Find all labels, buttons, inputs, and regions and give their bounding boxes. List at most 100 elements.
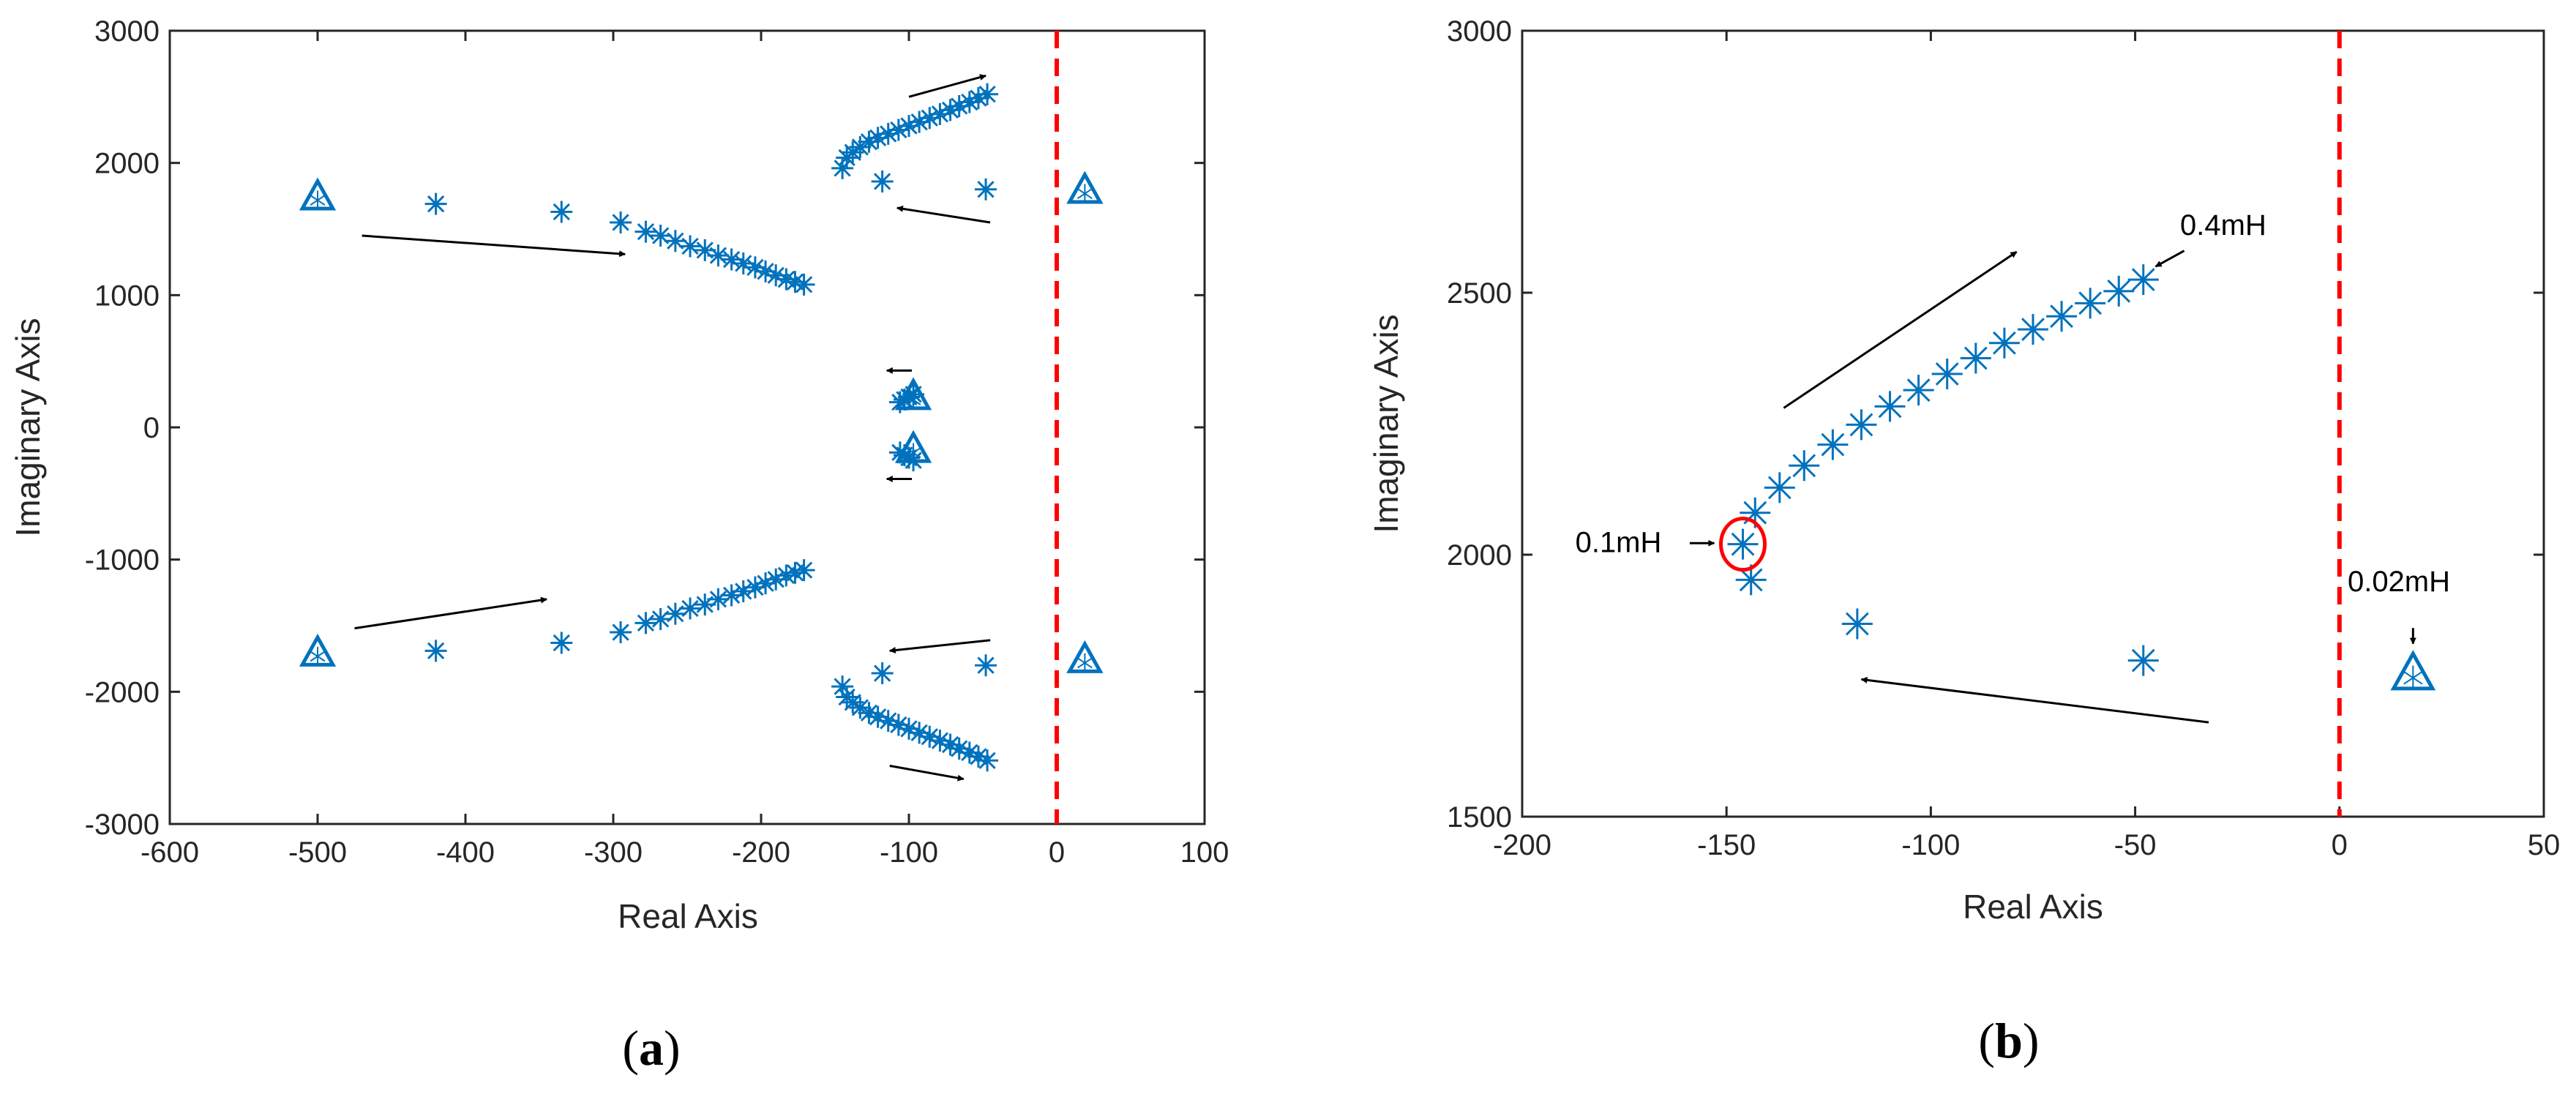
pole-marker [755,260,777,282]
y-tick-label: 2500 [1447,277,1512,310]
pole-marker [948,94,970,117]
pole-marker [732,252,755,274]
pole-marker [898,446,920,469]
pole-marker [849,135,872,158]
pole-marker [775,564,798,587]
pole-marker [887,119,910,141]
panel-b-x-axis-title: Real Axis [1963,888,2103,926]
pole-marker [975,178,997,201]
panel-a-y-axis-title: Imaginary Axis [9,318,47,536]
pole-marker [649,607,672,630]
x-tick-label: 50 [2528,829,2561,861]
zero-marker-triangle [894,430,932,463]
pole-marker [2127,645,2159,676]
pole-marker [664,230,686,252]
pole-marker [424,640,447,662]
pole-marker [424,192,447,215]
pole-marker [679,597,702,620]
pole-marker [610,211,632,233]
pole-marker [866,705,889,728]
pole-marker [2127,264,2159,296]
pole-marker [793,273,815,296]
zero-marker-inner [905,390,921,408]
panel-a-chart: -600 -500 -400 -300 -200 -100 0 100-3000-2000-1… [9,15,1229,1076]
pole-marker [939,733,962,756]
pole-marker [888,441,911,464]
pole-marker [610,621,632,644]
pole-marker [858,702,880,724]
y-tick-label: -2000 [85,676,160,708]
pole-marker [784,271,806,293]
pole-marker [664,602,686,625]
pole-marker [908,110,931,133]
direction-arrow [1860,676,2209,724]
annotation-0-4mH: 0.4mH [2180,209,2266,241]
panel-a-label: (a) [622,1020,680,1076]
y-tick-label: 3000 [94,15,160,48]
pole-marker [842,141,864,164]
zero-marker-inner [1077,653,1093,670]
y-tick-label: 1500 [1447,801,1512,833]
x-tick-label: -200 [1493,829,1551,861]
zero-marker-triangle [2390,650,2436,691]
pole-marker [1846,409,1877,441]
pole-marker [939,99,962,121]
pole-marker [831,157,854,179]
panel-b-label: (b) [1978,1013,2039,1068]
pole-marker [1903,375,1934,406]
x-tick-label: -400 [436,836,495,869]
pole-marker [634,220,657,243]
pole-marker [775,268,798,291]
pole-marker [707,588,730,610]
panel-b-data-points [1719,264,2436,691]
y-tick-label: 0 [143,412,160,444]
pole-marker [866,127,889,149]
pole-marker [858,130,880,153]
pole-marker [967,745,989,768]
zero-marker-inner [1077,184,1093,201]
pole-marker [694,239,716,261]
panel-a-plot-frame [168,29,1206,825]
pole-marker [877,122,899,145]
x-tick-label: -100 [880,836,938,869]
pole-marker [958,741,981,764]
pole-marker [1740,497,1771,528]
pole-marker [1727,528,1759,560]
pole-marker [2103,275,2135,307]
direction-arrow [908,74,986,98]
y-tick-label: 3000 [1447,15,1512,48]
pole-marker [550,201,573,223]
pole-marker [720,248,743,271]
direction-arrow [889,765,965,782]
x-tick-label: 100 [1180,836,1229,869]
zero-marker-triangle [1066,171,1104,204]
pole-marker [2018,314,2048,345]
pole-marker [765,568,787,591]
panel-b-ticks: -200 -150 -100 -50 0 50 1500 2000 2500 3000 [1447,15,2560,861]
panel-b-plot-frame [1521,29,2545,818]
pole-marker [732,580,755,603]
direction-arrow [896,205,991,224]
pole-marker [975,654,997,677]
pole-marker [976,83,999,105]
y-tick-label: -3000 [85,809,160,841]
pole-marker [755,572,777,595]
pole-marker [744,256,766,279]
panel-b-y-axis-title: Imaginary Axis [1367,314,1405,533]
pole-marker [2075,288,2106,319]
pole-marker [720,584,743,607]
pole-marker [948,738,970,760]
highlight-circle [1719,517,1767,572]
x-tick-label: -50 [2114,829,2157,861]
pole-marker [793,559,815,582]
pole-marker [765,264,787,287]
pole-marker [918,725,941,748]
panel-a-arrows [354,74,991,782]
panel-a-ticks: -600 -500 -400 -300 -200 -100 0 100-3000-2000-1… [85,15,1229,869]
pole-marker [1789,450,1820,482]
pole-marker [1841,608,1873,640]
direction-arrow [354,596,547,630]
pole-marker [871,170,894,192]
panel-a-x-axis-title: Real Axis [618,897,758,935]
pole-marker [1764,472,1795,503]
